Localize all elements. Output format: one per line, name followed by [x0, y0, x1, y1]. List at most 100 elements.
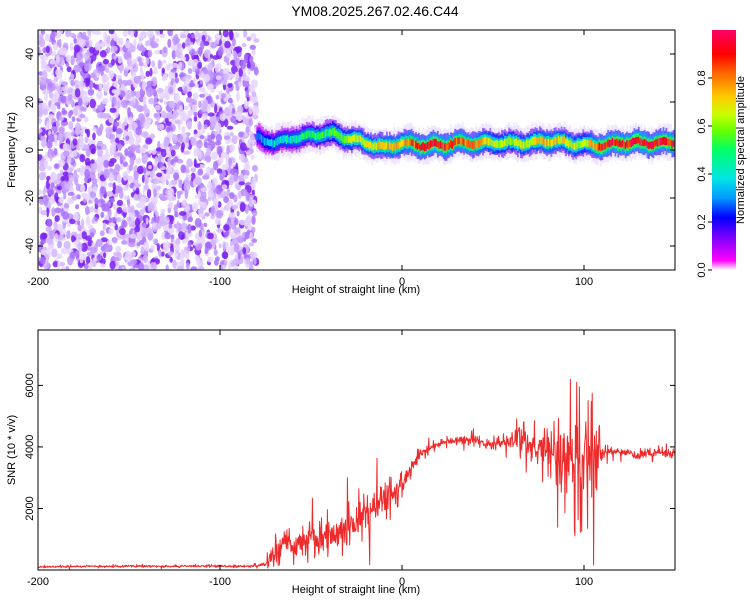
noise-blob	[161, 75, 167, 82]
noise-blob	[238, 181, 245, 186]
noise-blob	[38, 74, 41, 84]
noise-blob	[47, 114, 55, 120]
noise-blob	[130, 259, 138, 265]
noise-blob	[237, 252, 241, 260]
noise-blob	[117, 78, 123, 86]
ridge-cell	[471, 140, 474, 149]
ridge-cell	[653, 140, 656, 148]
ridge-cell	[298, 134, 301, 143]
noise-blob	[185, 142, 190, 148]
noise-blob	[207, 112, 215, 117]
colorbar-tick-label: 0.0	[696, 262, 708, 277]
noise-blob	[47, 148, 55, 159]
noise-blob	[42, 108, 48, 116]
noise-blob	[200, 201, 207, 209]
noise-blob	[178, 179, 183, 184]
noise-blob	[103, 168, 110, 179]
noise-blob	[246, 63, 251, 69]
ridge-cell	[406, 138, 409, 147]
ridge-cell	[624, 142, 627, 150]
ridge-cell	[438, 141, 441, 149]
ridge-cell	[661, 137, 664, 145]
noise-blob	[111, 236, 118, 244]
noise-blob	[157, 59, 162, 70]
noise-blob	[246, 96, 250, 102]
noise-blob	[54, 207, 62, 214]
noise-blob	[116, 186, 123, 193]
noise-blob	[147, 149, 153, 154]
noise-blob	[245, 125, 250, 134]
ridge-cell	[477, 139, 480, 148]
noise-blob	[233, 243, 240, 253]
noise-blob	[123, 117, 128, 126]
noise-blob	[88, 206, 95, 212]
noise-blob	[248, 61, 256, 71]
ridge-cell	[372, 143, 375, 150]
noise-blob	[197, 121, 202, 131]
noise-blob	[66, 230, 71, 240]
noise-blob	[180, 34, 187, 39]
noise-blob	[187, 110, 193, 117]
noise-blob	[208, 189, 214, 198]
noise-blob	[85, 38, 90, 48]
noise-blob	[224, 260, 228, 266]
ridge-cell	[621, 140, 624, 147]
ridge-cell	[445, 143, 448, 151]
noise-blob	[73, 44, 81, 53]
ridge-cell	[672, 140, 675, 147]
ridge-cell	[498, 141, 500, 148]
ridge-cell	[506, 138, 509, 146]
noise-blob	[212, 198, 219, 207]
noise-blob	[186, 135, 190, 145]
noise-blob	[57, 259, 61, 269]
noise-blob	[103, 58, 109, 65]
noise-blob	[155, 223, 162, 229]
noise-blob	[234, 218, 239, 226]
noise-blob	[60, 176, 65, 182]
spectrogram-ytick-label: 20	[24, 96, 36, 108]
ridge-cell	[461, 137, 464, 145]
ridge-cell	[671, 140, 674, 149]
noise-blob	[112, 121, 120, 127]
noise-blob	[84, 157, 91, 167]
snr-xtick-label: 0	[399, 576, 405, 588]
ridge-cell	[632, 137, 634, 146]
ridge-cell	[409, 137, 412, 146]
noise-blob	[63, 143, 70, 149]
noise-blob	[54, 232, 59, 243]
noise-blob	[154, 121, 160, 126]
ridge-cell	[586, 139, 589, 147]
noise-blob	[60, 266, 66, 270]
noise-blob	[223, 118, 229, 128]
ridge-cell	[573, 142, 576, 150]
noise-blob	[160, 148, 167, 158]
noise-blob	[117, 65, 125, 72]
ridge-cell	[509, 137, 512, 146]
ridge-cell	[355, 134, 358, 143]
ridge-cell	[444, 143, 447, 151]
noise-blob	[96, 72, 100, 79]
noise-blob	[226, 87, 230, 94]
noise-blob	[169, 215, 175, 223]
ridge-cell	[396, 142, 399, 149]
noise-blob	[84, 52, 89, 61]
noise-blob	[199, 93, 205, 98]
noise-blob	[245, 191, 249, 198]
noise-blob	[130, 144, 137, 152]
noise-blob	[84, 165, 91, 171]
noise-blob	[66, 131, 72, 139]
noise-blob	[87, 30, 92, 36]
noise-blob	[54, 101, 61, 107]
ridge-cell	[597, 143, 599, 151]
ridge-cell	[380, 141, 383, 149]
noise-blob	[72, 138, 78, 146]
noise-blob	[232, 258, 240, 266]
noise-blob	[48, 82, 56, 92]
noise-blob	[226, 61, 230, 66]
ridge-cell	[279, 136, 282, 143]
ridge-cell	[502, 141, 505, 148]
noise-blob	[133, 39, 137, 48]
noise-blob	[139, 196, 147, 205]
ridge-cell	[441, 142, 444, 149]
noise-blob	[210, 121, 216, 128]
